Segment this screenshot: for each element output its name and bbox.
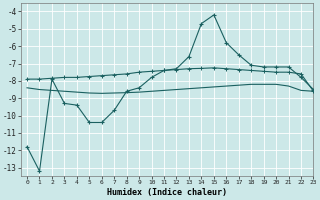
X-axis label: Humidex (Indice chaleur): Humidex (Indice chaleur) bbox=[107, 188, 227, 197]
